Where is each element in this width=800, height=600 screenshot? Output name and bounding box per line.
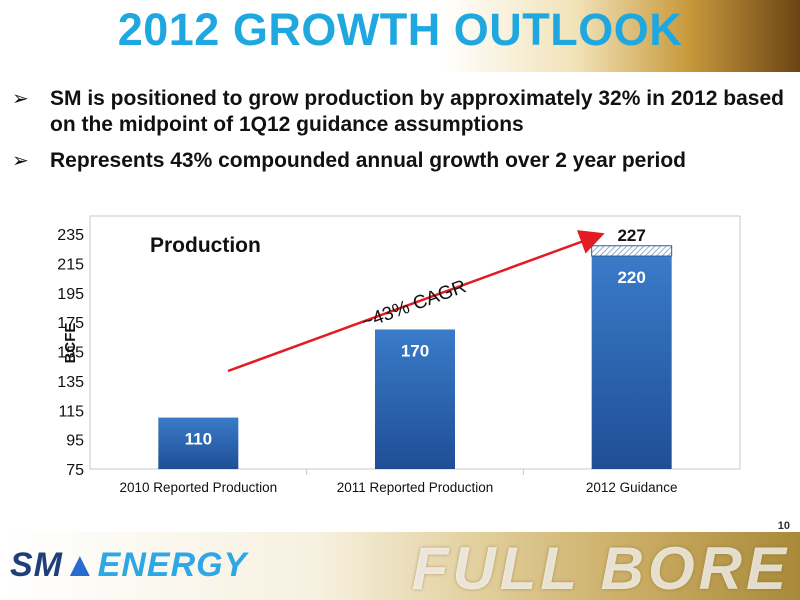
slide-title: 2012 GROWTH OUTLOOK <box>117 4 683 55</box>
page-number: 10 <box>777 520 790 532</box>
y-tick-label: 135 <box>57 374 84 391</box>
header-band <box>0 0 800 72</box>
bullet-item: ➢ SM is positioned to grow production by… <box>12 86 792 138</box>
x-tick-label: 2010 Reported Production <box>120 480 278 495</box>
y-tick-label: 95 <box>66 433 84 450</box>
y-tick-label: 115 <box>58 403 84 420</box>
sm-energy-logo: SM▲ENERGY <box>10 546 248 584</box>
bar <box>375 329 455 469</box>
arrow-bullet-icon: ➢ <box>12 150 29 172</box>
footer-band: SM▲ENERGY FULL BORE <box>0 532 800 600</box>
x-tick-label: 2011 Reported Production <box>337 480 494 495</box>
bars: 110 170 220 227 <box>158 226 673 469</box>
y-tick-label: 215 <box>57 256 84 273</box>
production-chart: 75 95 115 135 155 175 195 215 235 110 170 220 227 2… <box>40 210 760 510</box>
y-tick-label: 235 <box>57 227 84 244</box>
y-axis-label: BCFE <box>62 323 79 364</box>
cagr-arrow <box>227 230 605 373</box>
bar-value-label: 110 <box>185 430 212 449</box>
x-axis: 2010 Reported Production 2011 Reported Pr… <box>120 469 678 495</box>
bullet-text: Represents 43% compounded annual growth … <box>50 149 686 172</box>
bar-value-label: 170 <box>401 341 429 360</box>
bar <box>591 256 672 469</box>
arrow-bullet-icon: ➢ <box>12 88 29 110</box>
chart-svg: 75 95 115 135 155 175 195 215 235 110 170 220 227 2… <box>57 215 741 495</box>
bar-value-label: 220 <box>617 268 645 287</box>
y-tick-label: 195 <box>57 286 84 303</box>
x-tick-label: 2012 Guidance <box>586 480 678 495</box>
bullet-text: SM is positioned to grow production by a… <box>50 87 784 136</box>
bullet-item: ➢ Represents 43% compounded annual growt… <box>12 148 792 174</box>
bullet-list: ➢ SM is positioned to grow production by… <box>12 86 792 184</box>
cagr-annotation: ~43% CAGR <box>359 276 469 333</box>
y-axis: 75 95 115 135 155 175 195 215 235 <box>57 227 84 479</box>
y-tick-label: 75 <box>66 462 84 479</box>
flame-icon: ▲ <box>63 546 98 584</box>
full-bore-tagline: FULL BORE <box>411 535 790 600</box>
bar <box>158 417 239 469</box>
y-tick-label: 155 <box>57 345 84 362</box>
chart-title: Production <box>150 234 261 257</box>
bar-guidance-range <box>591 245 673 257</box>
bar-top-value-label: 227 <box>617 226 645 245</box>
y-tick-label: 175 <box>57 315 84 332</box>
